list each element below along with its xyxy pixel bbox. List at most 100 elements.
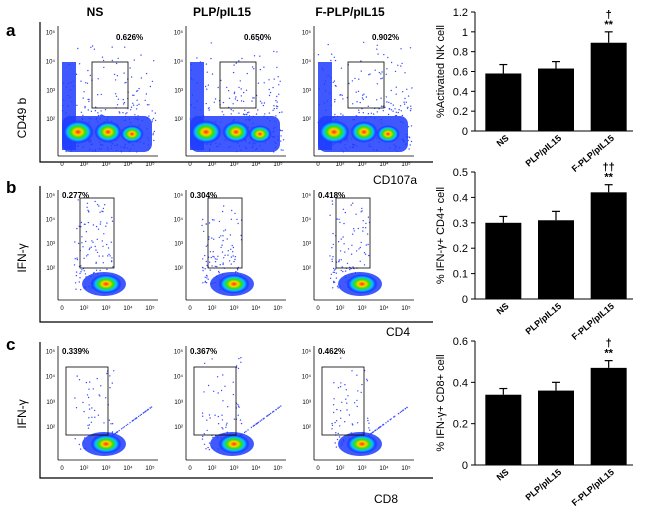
flow-event-dot bbox=[341, 401, 343, 403]
flow-event-dot bbox=[220, 389, 223, 392]
flow-event-dot bbox=[77, 47, 79, 50]
flow-event-dot bbox=[114, 432, 117, 434]
flow-xlabel-c: CD8 bbox=[374, 492, 398, 506]
flow-event-dot bbox=[351, 233, 354, 235]
flow-event-dot bbox=[96, 251, 99, 254]
flow-event-dot bbox=[208, 236, 210, 238]
flow-event-dot bbox=[349, 268, 351, 271]
flow-event-dot bbox=[106, 268, 108, 271]
flow-event-dot bbox=[111, 257, 113, 259]
flow-y-tick-label: 10² bbox=[46, 425, 55, 431]
flow-event-dot bbox=[367, 417, 369, 419]
flow-event-dot bbox=[83, 410, 85, 413]
flow-event-dot bbox=[140, 77, 143, 79]
bar bbox=[590, 192, 627, 299]
flow-y-tick-label: 10⁴ bbox=[302, 58, 312, 65]
flow-event-dot bbox=[395, 111, 397, 114]
flow-event-dot bbox=[114, 79, 117, 81]
flow-event-dot bbox=[333, 398, 335, 400]
flow-event-dot bbox=[276, 66, 278, 69]
flow-event-dot bbox=[75, 288, 77, 290]
flow-event-dot bbox=[120, 428, 123, 430]
bar-category-label: NS bbox=[495, 301, 511, 317]
flow-event-dot bbox=[346, 402, 348, 404]
bar bbox=[485, 73, 522, 131]
flow-event-dot bbox=[213, 101, 215, 104]
flow-event-dot bbox=[132, 104, 135, 106]
flow-event-dot bbox=[103, 233, 105, 235]
flow-event-dot bbox=[342, 208, 345, 210]
flow-event-dot bbox=[368, 427, 370, 429]
flow-event-dot bbox=[95, 249, 97, 251]
flow-event-dot bbox=[348, 82, 350, 85]
flow-event-dot bbox=[80, 226, 82, 228]
flow-event-dot bbox=[237, 367, 240, 370]
flow-event-dot bbox=[78, 379, 81, 381]
flow-event-dot bbox=[103, 422, 105, 424]
flow-event-dot bbox=[407, 126, 410, 128]
flow-event-dot bbox=[212, 251, 214, 253]
flow-event-dot bbox=[205, 102, 207, 105]
flow-event-dot bbox=[339, 221, 341, 224]
flow-event-dot bbox=[217, 423, 220, 425]
flow-event-dot bbox=[233, 91, 236, 93]
flow-event-dot bbox=[376, 428, 378, 430]
flow-y-tick-label: 10² bbox=[46, 266, 55, 272]
flow-event-dot bbox=[344, 211, 346, 214]
flow-event-dot bbox=[230, 263, 232, 265]
flow-event-dot bbox=[208, 261, 211, 263]
flow-gate-percent: 0.462% bbox=[318, 347, 345, 356]
bar-y-tick-label: 0.3 bbox=[453, 218, 468, 230]
flow-event-dot bbox=[358, 248, 360, 250]
flow-event-dot bbox=[143, 411, 145, 414]
flow-event-dot bbox=[226, 422, 228, 424]
flow-event-dot bbox=[339, 410, 342, 412]
flow-y-tick-label: 10⁵ bbox=[302, 349, 312, 356]
flow-event-dot bbox=[99, 114, 102, 117]
bar-y-tick-label: 0 bbox=[462, 294, 468, 306]
flow-event-dot bbox=[331, 247, 333, 249]
flow-event-dot bbox=[264, 113, 266, 115]
flow-event-dot bbox=[356, 399, 358, 402]
bar-category-label: F-PLP/pIL15 bbox=[570, 301, 616, 342]
flow-event-dot bbox=[380, 97, 382, 99]
flow-event-dot bbox=[408, 137, 411, 139]
flow-event-dot bbox=[220, 235, 222, 237]
flow-event-dot bbox=[130, 106, 133, 108]
flow-event-dot bbox=[82, 97, 84, 99]
flow-event-dot bbox=[219, 264, 221, 266]
flow-event-dot bbox=[76, 257, 78, 259]
flow-event-dot bbox=[276, 51, 278, 53]
flow-event-dot bbox=[94, 245, 96, 248]
flow-event-dot bbox=[222, 239, 224, 242]
flow-event-dot bbox=[222, 374, 224, 376]
flow-event-dot bbox=[92, 241, 94, 243]
flow-event-dot bbox=[246, 112, 249, 114]
flow-event-dot bbox=[281, 130, 283, 132]
flow-event-dot bbox=[276, 95, 278, 98]
flow-event-dot bbox=[132, 94, 134, 97]
flow-x-tick-label: 10⁴ bbox=[379, 161, 389, 168]
flow-event-dot bbox=[228, 97, 231, 100]
flow-event-dot bbox=[359, 101, 361, 104]
flow-group-header: PLP/pIL15 bbox=[193, 5, 251, 19]
flow-event-dot bbox=[402, 91, 404, 93]
flow-event-dot bbox=[216, 265, 218, 268]
flow-event-dot bbox=[376, 99, 378, 101]
flow-event-dot bbox=[334, 421, 336, 424]
bar-y-tick-label: 0.1 bbox=[453, 269, 468, 281]
flow-event-dot bbox=[75, 271, 78, 273]
flow-event-dot bbox=[377, 53, 379, 55]
flow-event-dot bbox=[233, 418, 236, 420]
flow-event-dot bbox=[78, 63, 81, 65]
flow-event-dot bbox=[240, 357, 242, 359]
flow-event-dot bbox=[280, 140, 282, 142]
flow-event-dot bbox=[272, 86, 274, 89]
flow-event-dot bbox=[340, 269, 342, 272]
bar-y-tick-label: 0.2 bbox=[453, 419, 468, 431]
flow-x-tick-label: 10³ bbox=[102, 306, 111, 312]
flow-event-dot bbox=[94, 110, 97, 112]
flow-event-dot bbox=[144, 99, 146, 102]
density-hotspot bbox=[94, 121, 122, 143]
